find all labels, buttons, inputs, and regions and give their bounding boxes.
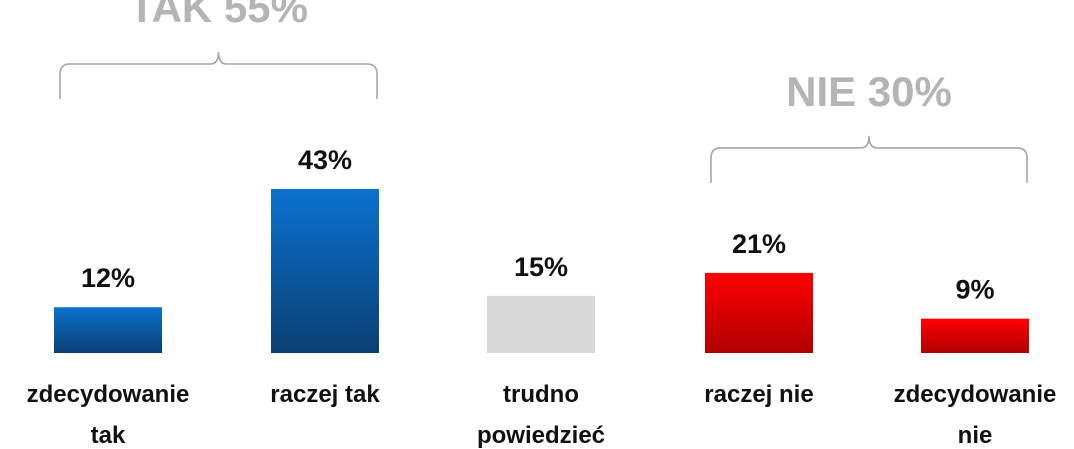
value-label-1: 12% [81, 263, 135, 293]
category-label-5: zdecydowanie nie [894, 381, 1057, 449]
category-label-2: raczej tak [270, 381, 380, 408]
bar-4 [705, 272, 813, 353]
group-brace-1 [59, 51, 378, 99]
category-label-1: zdecydowanie tak [27, 381, 190, 449]
group-label-1: TAK 55% [129, 0, 308, 31]
bar-2 [271, 189, 379, 353]
value-label-5: 9% [955, 275, 994, 305]
category-label-3: trudno powiedzieć [477, 381, 605, 449]
value-label-3: 15% [514, 252, 568, 282]
category-label-4: raczej nie [704, 381, 813, 408]
bar-3 [487, 295, 595, 353]
value-label-4: 21% [732, 229, 786, 259]
bar-1 [54, 307, 162, 353]
bar-5 [921, 318, 1029, 353]
value-label-2: 43% [298, 145, 352, 175]
group-label-2: NIE 30% [786, 68, 952, 115]
group-brace-2 [710, 135, 1028, 183]
